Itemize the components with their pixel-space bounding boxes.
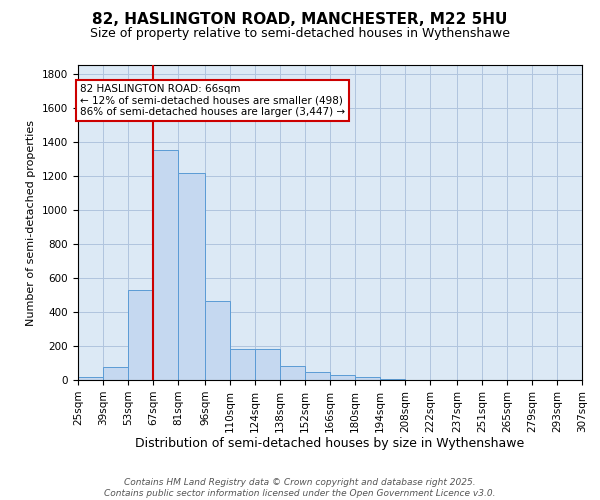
Bar [280, 366, 305, 380]
Bar [355, 376, 380, 380]
X-axis label: Distribution of semi-detached houses by size in Wythenshawe: Distribution of semi-detached houses by … [136, 438, 524, 450]
Bar [255, 348, 280, 380]
Bar [305, 372, 330, 380]
Text: Size of property relative to semi-detached houses in Wythenshawe: Size of property relative to semi-detach… [90, 28, 510, 40]
Bar [153, 150, 178, 380]
Text: 82, HASLINGTON ROAD, MANCHESTER, M22 5HU: 82, HASLINGTON ROAD, MANCHESTER, M22 5HU [92, 12, 508, 28]
Bar [178, 173, 205, 380]
Bar [128, 290, 153, 380]
Text: 82 HASLINGTON ROAD: 66sqm
← 12% of semi-detached houses are smaller (498)
86% of: 82 HASLINGTON ROAD: 66sqm ← 12% of semi-… [80, 84, 345, 117]
Text: Contains HM Land Registry data © Crown copyright and database right 2025.
Contai: Contains HM Land Registry data © Crown c… [104, 478, 496, 498]
Bar [103, 367, 128, 380]
Bar [330, 375, 355, 380]
Bar [380, 379, 405, 380]
Bar [205, 301, 230, 380]
Bar [230, 348, 255, 380]
Y-axis label: Number of semi-detached properties: Number of semi-detached properties [26, 120, 37, 326]
Bar [78, 376, 103, 380]
